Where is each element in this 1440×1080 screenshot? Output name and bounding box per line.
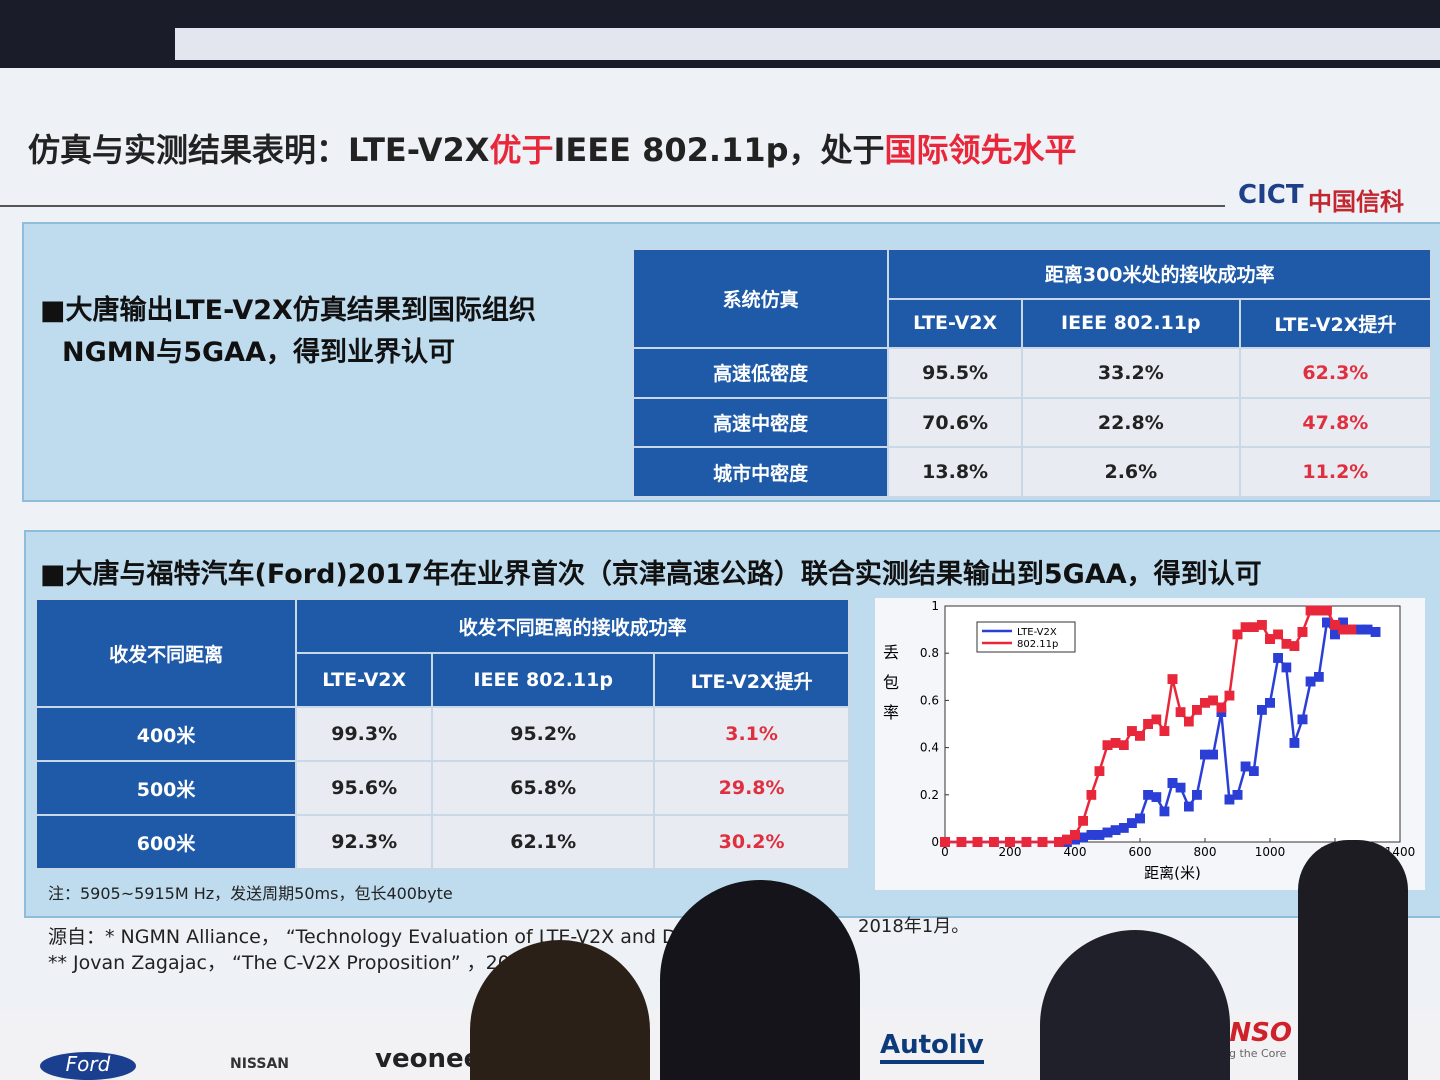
- table: 系统仿真 距离300米处的接收成功率 LTE-V2X IEEE 802.11p LTE-…: [631, 247, 1433, 498]
- title-part: IEEE 802.11p，处于: [553, 131, 885, 169]
- y-tick-label: 0.2: [920, 788, 939, 802]
- cell: 62.3%: [1238, 347, 1433, 399]
- x-tick-label: 200: [999, 845, 1022, 859]
- ceiling-bar: [175, 28, 1440, 60]
- header-cell: IEEE 802.11p: [1020, 297, 1241, 350]
- cell: 30.2%: [653, 814, 850, 870]
- cell: 65.8%: [431, 760, 656, 816]
- x-axis-label: 距离(米): [1144, 864, 1201, 882]
- logo-name: 中国信科: [1308, 188, 1404, 216]
- x-tick-label: 0: [941, 845, 949, 859]
- legend-box: [976, 621, 1076, 653]
- row-header: 600米: [34, 814, 298, 870]
- cell: 47.8%: [1238, 396, 1433, 449]
- y-tick-label: 0.6: [920, 693, 939, 707]
- header-row: LTE-V2X IEEE 802.11p LTE-V2X提升: [36, 652, 850, 708]
- heading-line: ■大唐输出LTE-V2X仿真结果到国际组织: [40, 295, 536, 326]
- y-tick-label: 0.8: [920, 646, 939, 660]
- cell: 70.6%: [887, 396, 1023, 449]
- header-cell: LTE-V2X: [887, 297, 1023, 350]
- header-cell: IEEE 802.11p: [431, 652, 656, 708]
- cell: 3.1%: [653, 706, 850, 762]
- audience: [1040, 930, 1230, 1080]
- header-row: LTE-V2X IEEE 802.11p LTE-V2X提升: [633, 297, 1433, 350]
- row-header: 400米: [34, 706, 298, 762]
- row-header: 500米: [34, 760, 298, 816]
- y-axis-label: 丢包率: [883, 643, 899, 722]
- heading: ■大唐与福特汽车(Ford)2017年在业界首次（京津高速公路）联合实测结果输出…: [40, 559, 1262, 590]
- header-cell: 距离300米处的接收成功率: [887, 248, 1432, 300]
- source: 源自：* NGMN Alliance， “Technology Evaluati…: [48, 926, 751, 948]
- title-part: 仿真与实测结果表明：LTE-V2X: [28, 131, 490, 169]
- header-row: 系统仿真 距离300米处的接收成功率: [631, 247, 1432, 350]
- heading: ■大唐输出LTE-V2X仿真结果到国际组织 NGMN与5GAA，得到业界认可: [40, 290, 536, 374]
- header-cell: 系统仿真: [631, 247, 890, 350]
- header-cell: 收发不同距离: [34, 598, 298, 708]
- row: 600米 92.3% 62.1% 30.2%: [34, 814, 850, 870]
- x-tick-label: 1000: [1255, 845, 1286, 859]
- cell: 29.8%: [653, 760, 850, 816]
- title-part: 国际领先水平: [884, 131, 1077, 169]
- x-tick-label: 400: [1064, 845, 1087, 859]
- row: 500米 95.6% 65.8% 29.8%: [34, 760, 850, 816]
- legend-label: LTE-V2X: [1017, 627, 1057, 638]
- audience: [660, 880, 860, 1080]
- heading-line: NGMN与5GAA，得到业界认可: [62, 337, 455, 368]
- cell: 13.8%: [887, 446, 1023, 498]
- header-cell: 收发不同距离的接收成功率: [295, 598, 850, 654]
- row-header: 高速中密度: [631, 396, 890, 449]
- cell: 62.1%: [431, 814, 656, 870]
- cell: 22.8%: [1020, 396, 1241, 449]
- row: 400米 99.3% 95.2% 3.1%: [34, 706, 850, 762]
- x-tick-label: 600: [1129, 845, 1152, 859]
- row: 城市中密度 13.8% 2.6% 11.2%: [631, 446, 1433, 498]
- table: 收发不同距离 收发不同距离的接收成功率 LTE-V2X IEEE 802.11p LTE…: [34, 598, 850, 870]
- legend-label: 802.11p: [1017, 639, 1058, 650]
- row: 高速中密度 70.6% 22.8% 47.8%: [631, 396, 1433, 449]
- y-tick-label: 0: [931, 835, 939, 849]
- source: ，2018年1月。: [840, 916, 970, 937]
- cell: 99.3%: [295, 706, 434, 762]
- cell: 95.5%: [887, 347, 1023, 399]
- cell: 33.2%: [1020, 347, 1241, 399]
- y-tick-label: 0.4: [920, 741, 939, 755]
- cell: 11.2%: [1238, 446, 1433, 498]
- source: ** Jovan Zagajac， “The C-V2X Proposition…: [48, 952, 522, 974]
- cell: 95.2%: [431, 706, 656, 762]
- header-cell: LTE-V2X提升: [1238, 297, 1433, 350]
- note: 注：5905~5915M Hz，发送周期50ms，包长400byte: [48, 884, 453, 903]
- sponsor-logo: NISSAN: [230, 1056, 290, 1072]
- y-tick-label: 1: [931, 599, 939, 613]
- sponsor-logo: Ford: [40, 1052, 136, 1080]
- header-cell: LTE-V2X: [295, 652, 434, 708]
- logo: CICT: [1238, 180, 1304, 210]
- cell: 95.6%: [295, 760, 434, 816]
- title: 仿真与实测结果表明：LTE-V2X优于IEEE 802.11p，处于国际领先水平: [28, 125, 1077, 171]
- audience: [470, 940, 650, 1080]
- row-header: 城市中密度: [631, 446, 890, 498]
- sponsor-logo: Autoliv: [880, 1030, 984, 1064]
- title-rule: [0, 205, 1225, 207]
- x-tick-label: 800: [1194, 845, 1217, 859]
- presenter: [1298, 840, 1408, 1080]
- chart: 00.20.40.60.810200400600800100012001400距…: [875, 598, 1425, 890]
- title-part: 优于: [489, 131, 554, 169]
- header-cell: LTE-V2X提升: [653, 652, 850, 708]
- cell: 92.3%: [295, 814, 434, 870]
- line: [940, 605, 1357, 847]
- cell: 2.6%: [1020, 446, 1241, 498]
- row: 高速低密度 95.5% 33.2% 62.3%: [631, 347, 1433, 399]
- header-row: 收发不同距离 收发不同距离的接收成功率: [34, 598, 850, 708]
- row-header: 高速低密度: [631, 347, 890, 399]
